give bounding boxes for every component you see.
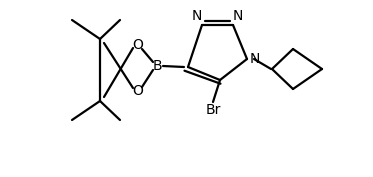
Text: N: N xyxy=(233,9,243,23)
Text: B: B xyxy=(152,59,162,73)
Text: O: O xyxy=(132,84,144,98)
Text: O: O xyxy=(132,38,144,52)
Text: N: N xyxy=(192,9,202,23)
Text: Br: Br xyxy=(205,103,221,117)
Text: N: N xyxy=(250,52,260,66)
